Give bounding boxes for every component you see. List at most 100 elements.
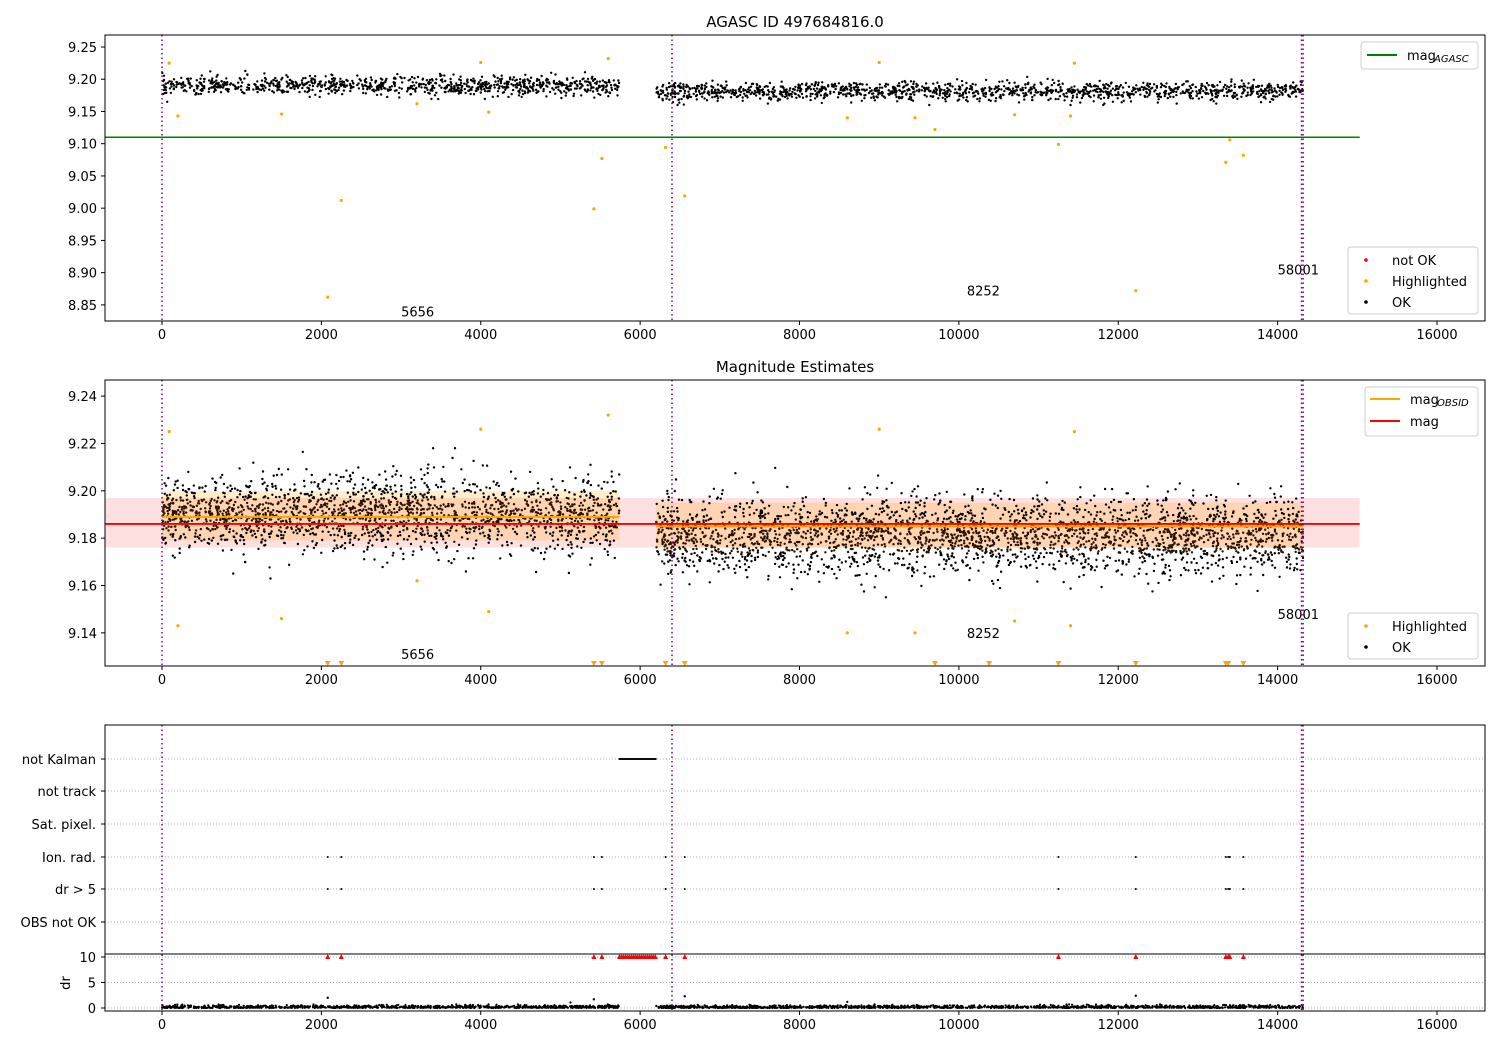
ok-point [999,94,1001,96]
ok-point [954,92,956,94]
ok-point [423,83,425,85]
ok-point [549,503,551,505]
ok-point [545,507,547,509]
ok-point [200,93,202,95]
ok-point [492,493,494,495]
ok-point [283,494,285,496]
ok-point [872,92,874,94]
ok-point [589,564,591,566]
ok-point [1262,96,1264,98]
ok-point [966,552,968,554]
ok-point [573,81,575,83]
ok-point [350,87,352,89]
ok-point [420,546,422,548]
ok-point [1083,93,1085,95]
ok-point [401,88,403,90]
ok-point [242,496,244,498]
ok-point [1019,88,1021,90]
ok-point [336,547,338,549]
ok-point [344,542,346,544]
ok-point [838,92,840,94]
ok-point [1205,89,1207,91]
ok-point [1210,91,1212,93]
ok-point [908,98,910,100]
ok-point [488,520,490,522]
ok-point [415,538,417,540]
ok-point [1168,93,1170,95]
ok-point [904,537,906,539]
ok-point [1272,95,1274,97]
ok-point [1023,95,1025,97]
ok-point [918,88,920,90]
ok-point [466,78,468,80]
ok-point [299,528,301,530]
ok-point [179,547,181,549]
ok-point [683,95,685,97]
ok-point [589,492,591,494]
ok-point [930,95,932,97]
ok-point [497,95,499,97]
ok-point [417,525,419,527]
ok-point [1198,90,1200,92]
ok-point [302,451,304,453]
ok-point [597,484,599,486]
ok-point [501,544,503,546]
ok-point [859,93,861,95]
ok-point [323,520,325,522]
ok-point [616,94,618,96]
ok-point [339,528,341,530]
ok-point [239,490,241,492]
ok-point [250,531,252,533]
ok-point [241,528,243,530]
ok-point [497,508,499,510]
ok-point [1115,560,1117,562]
ok-point [510,520,512,522]
ok-point [254,508,256,510]
ok-point [311,82,313,84]
ok-point [412,81,414,83]
ok-point [396,543,398,545]
ok-point [179,511,181,513]
ok-point [1164,519,1166,521]
ok-point [299,518,301,520]
ok-point [362,526,364,528]
ok-point [240,89,242,91]
ok-point [479,79,481,81]
ok-point [217,543,219,545]
ok-point [444,542,446,544]
ok-point [549,533,551,535]
ok-point [163,89,165,91]
ok-point [289,488,291,490]
ok-point [684,92,686,94]
ok-point [802,531,804,533]
ok-point [488,542,490,544]
ok-point [1127,92,1129,94]
ok-point [666,493,668,495]
ok-point [549,518,551,520]
ok-point [566,79,568,81]
ok-point [505,505,507,507]
ok-point [1167,514,1169,516]
ok-point [299,84,301,86]
ok-point [377,527,379,529]
ok-point [450,88,452,90]
ok-point [521,90,523,92]
ok-point [722,96,724,98]
ok-point [718,89,720,91]
ok-point [257,513,259,515]
ok-point [292,497,294,499]
ok-point [600,504,602,506]
ok-point [590,87,592,89]
ok-point [662,99,664,101]
ok-point [223,483,225,485]
ok-point [1104,488,1106,490]
ok-point [172,519,174,521]
ok-point [408,493,410,495]
ok-point [482,492,484,494]
ok-point [535,501,537,503]
ok-point [282,534,284,536]
ok-point [163,84,165,86]
ok-point [1035,89,1037,91]
ok-point [465,528,467,530]
ok-point [541,85,543,87]
